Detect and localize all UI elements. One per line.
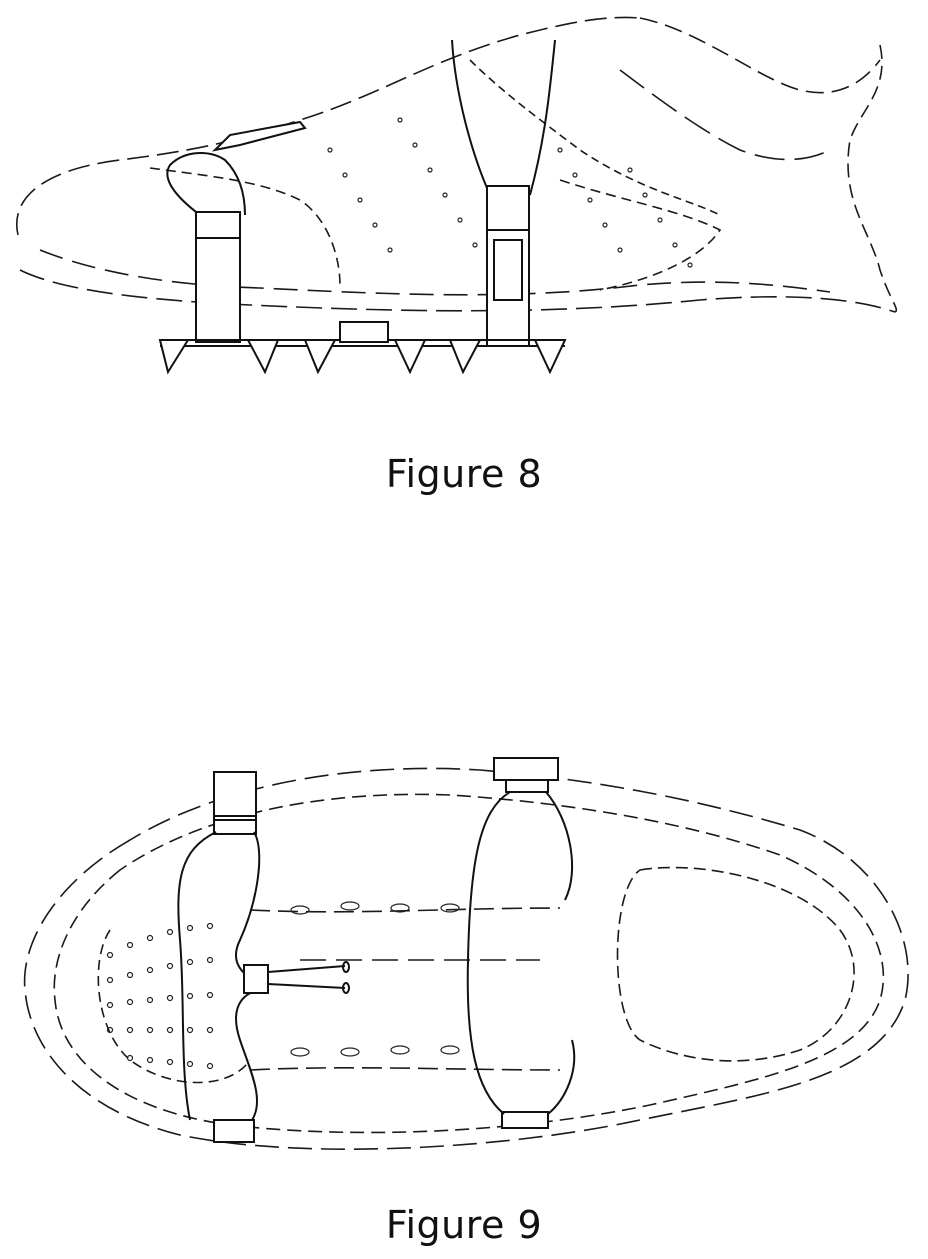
figure-8-caption: Figure 8 bbox=[0, 452, 928, 496]
figure-8-drawing bbox=[0, 0, 928, 420]
figure-9-drawing bbox=[0, 740, 928, 1180]
figure-9-caption: Figure 9 bbox=[0, 1203, 928, 1247]
